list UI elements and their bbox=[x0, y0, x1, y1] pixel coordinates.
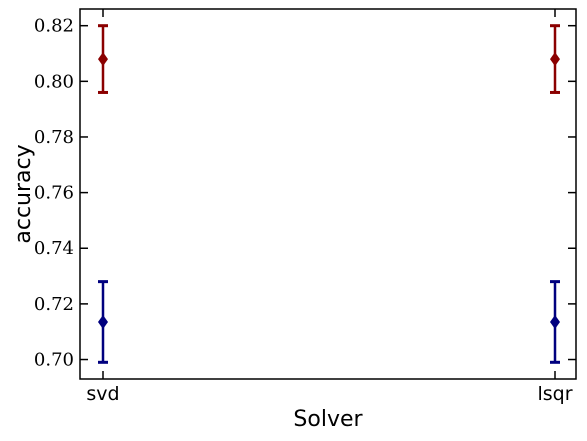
x-tick-label: lsqr bbox=[537, 383, 572, 405]
series-group bbox=[98, 24, 560, 364]
plot-frame bbox=[79, 8, 577, 380]
y-axis-label: accuracy bbox=[11, 144, 36, 243]
y-tick-label: 0.76 bbox=[34, 183, 74, 204]
data-point-marker bbox=[98, 314, 108, 329]
y-tick-label: 0.72 bbox=[34, 294, 74, 315]
y-ticks-group: 0.70 0.72 0.74 0.76 0.78 0.80 0.82 bbox=[34, 16, 576, 371]
y-tick-label: 0.82 bbox=[34, 16, 74, 37]
y-tick-label: 0.70 bbox=[34, 350, 74, 371]
data-point-marker bbox=[550, 52, 560, 67]
x-tick-label: svd bbox=[86, 383, 119, 405]
y-tick-label: 0.78 bbox=[34, 127, 74, 148]
y-tick-label: 0.74 bbox=[34, 238, 74, 259]
x-axis-label: Solver bbox=[293, 407, 363, 432]
data-point-marker bbox=[98, 52, 108, 67]
y-tick-label: 0.80 bbox=[34, 71, 74, 92]
x-ticks-group: svd lsqr bbox=[86, 9, 573, 405]
data-point-marker bbox=[550, 314, 560, 329]
